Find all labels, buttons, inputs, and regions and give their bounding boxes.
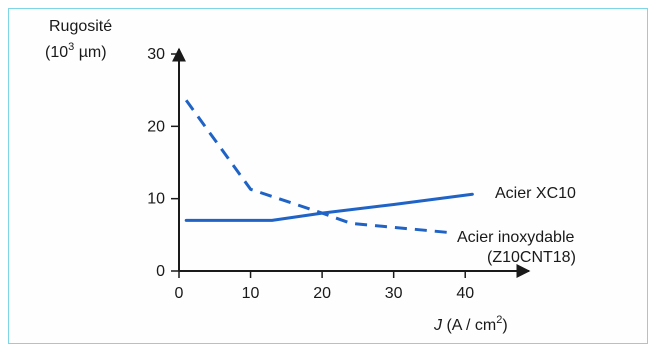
x-tick-label: 10 [242, 285, 260, 302]
x-tick-label: 40 [456, 285, 474, 302]
y-axis-label-line2: (103 µm) [45, 41, 107, 61]
y-tick-label: 10 [147, 191, 165, 208]
line-chart: 0 10 20 30 0 10 20 30 40 Rugosité (103 µm) J (A … [9, 9, 649, 345]
x-tick-label: 20 [313, 285, 331, 302]
series-label-acier-xc10: Acier XC10 [495, 185, 576, 202]
series-label-acier-inoxydable: Acier inoxydable [457, 229, 575, 246]
series-line-acier-inoxydable [186, 100, 451, 232]
chart-frame: 0 10 20 30 0 10 20 30 40 Rugosité (103 µm) J (A … [8, 8, 648, 344]
y-tick-label: 20 [147, 118, 165, 135]
y-axis-label-line1: Rugosité [49, 18, 112, 35]
x-tick-label: 30 [385, 285, 403, 302]
x-axis-label: J (A / cm2) [433, 314, 508, 334]
y-tick-label: 30 [147, 46, 165, 63]
x-tick-label: 0 [175, 285, 184, 302]
series-label-acier-inoxydable-grade: (Z10CNT18) [487, 249, 576, 266]
series-line-acier-xc10 [186, 194, 472, 220]
y-tick-label: 0 [156, 263, 165, 280]
